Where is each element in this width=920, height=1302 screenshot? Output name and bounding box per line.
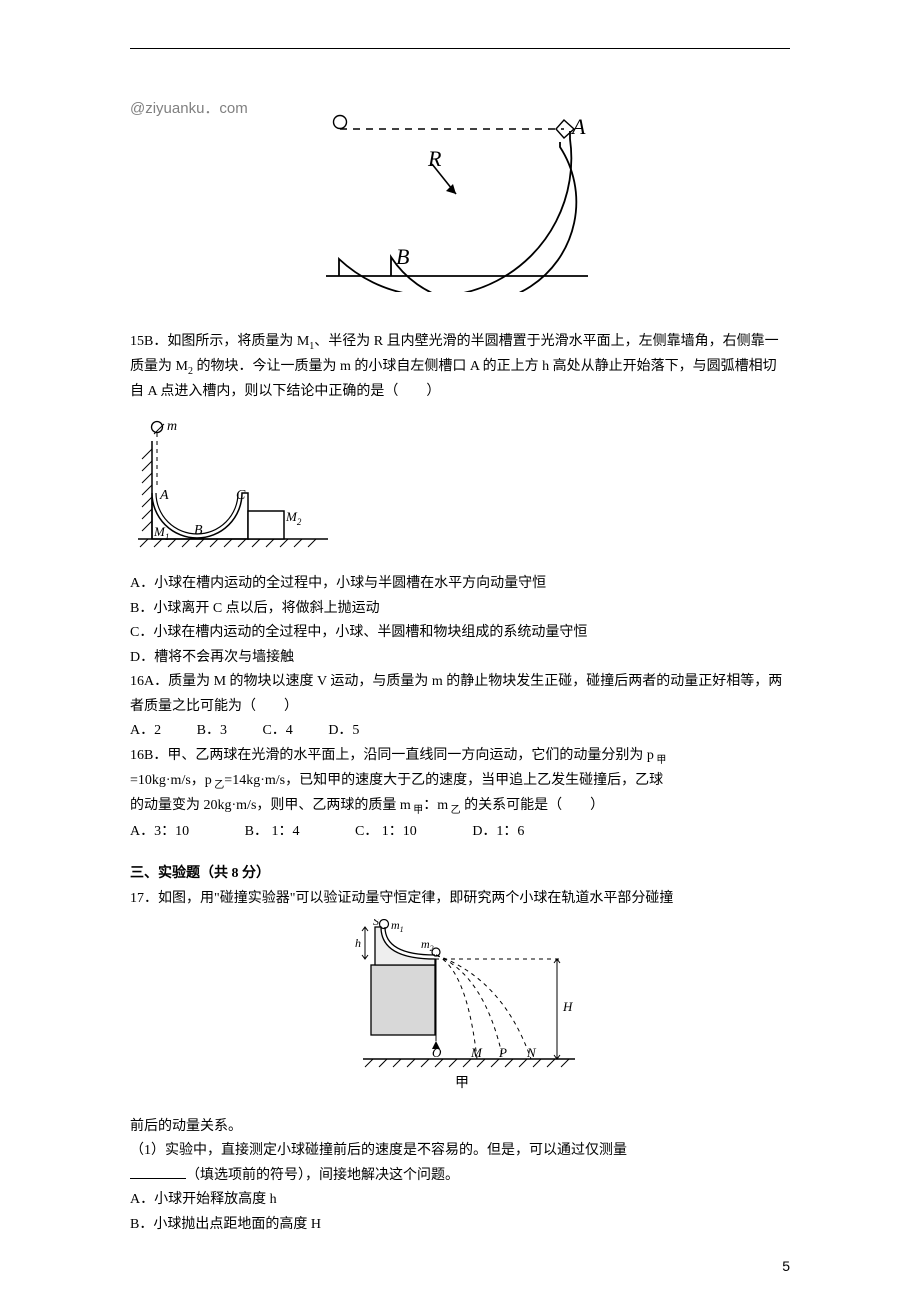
q16b-optD: D．1：6 [472,820,524,845]
fig1-label-B: B [396,244,409,269]
fig2-label-m: m [167,419,177,434]
q17-blank [130,1164,186,1179]
q16b-line2: =10kg·m/s，p 乙=14kg·m/s，已知甲的速度大于乙的速度，当甲追上… [130,769,790,794]
q16b-line3: 的动量变为 20kg·m/s，则甲、乙两球的质量 m 甲：m 乙 的关系可能是（… [130,794,790,819]
q16b-line1: 16B．甲、乙两球在光滑的水平面上，沿同一直线同一方向运动，它们的动量分别为 p… [130,744,790,769]
svg-text:m1: m1 [391,919,404,934]
figure-q15b-svg: m A B C M1 M2 [130,411,330,553]
q16b-line2a: =10kg·m/s，p [130,773,212,788]
q17-optA: A．小球开始释放高度 h [130,1188,790,1213]
fig3-label-H: H [562,999,573,1014]
fig3-sub-m1: 1 [400,925,404,934]
q16b-sub4: 乙 [448,805,461,816]
q16a-stem: 16A．质量为 M 的物块以速度 V 运动，与质量为 m 的静止物块发生正碰，碰… [130,670,790,719]
svg-text:m2: m2 [421,937,434,953]
q16b-line1a: 16B．甲、乙两球在光滑的水平面上，沿同一直线同一方向运动，它们的动量分别为 p [130,748,654,763]
fig3-label-S: S [373,919,379,928]
q15b-stem: 15B．如图所示，将质量为 M1、半径为 R 且内壁光滑的半圆槽置于光滑水平面上… [130,330,790,405]
q16b-optA: A．3：10 [130,820,189,845]
q16a-optC: C．4 [262,719,292,744]
q15b-stem-part1: 15B．如图所示，将质量为 M [130,334,309,349]
page-number: 5 [782,1254,790,1279]
q15b-optC: C．小球在槽内运动的全过程中，小球、半圆槽和物块组成的系统动量守恒 [130,621,790,646]
fig3-caption: 甲 [455,1076,469,1091]
fig3-label-m1: m [391,919,400,932]
q16a-optB: B．3 [197,719,227,744]
q16a-optD: D．5 [328,719,359,744]
page: @ziyuanku．com A R B 15B．如图所示，将质量为 M1、半径为… [0,0,920,1302]
q17-p1b: （填选项前的符号），间接地解决这个问题。 [186,1168,459,1183]
fig2-sub-M1: 1 [165,532,170,542]
q16b-line3b: ：m [423,798,448,813]
q16b-line2b: =14kg·m/s，已知甲的速度大于乙的速度，当甲追上乙发生碰撞后，乙球 [224,773,663,788]
fig3-sub-m2: 2 [430,944,434,953]
fig3-label-P: P [498,1045,507,1060]
fig3-label-O: O [432,1045,442,1060]
q17-stem: 17．如图，用"碰撞实验器"可以验证动量守恒定律，即研究两个小球在轨道水平部分碰… [130,887,790,912]
top-rule [130,48,790,49]
q16b-optC: C． 1：10 [355,820,417,845]
q16b-sub3: 甲 [411,805,424,816]
figure-q17: S m1 m2 h H [130,919,790,1107]
q16b-line3c: 的关系可能是（ ） [461,798,605,813]
figure-q17-svg: S m1 m2 h H [335,919,585,1097]
svg-text:M2: M2 [285,509,302,527]
q16b-sub2: 乙 [212,780,225,791]
fig3-label-h: h [355,936,361,950]
fig1-label-A: A [570,114,586,139]
figure-q15b: m A B C M1 M2 [130,411,790,563]
q16b-line3a: 的动量变为 20kg·m/s，则甲、乙两球的质量 m [130,798,411,813]
q15b-optB: B．小球离开 C 点以后，将做斜上抛运动 [130,597,790,622]
q17-after-fig: 前后的动量关系。 [130,1115,790,1140]
figure-q15a: A R B [130,114,790,302]
section3-title: 三、实验题（共 8 分） [130,862,790,887]
fig2-label-A: A [159,488,169,503]
q17-p1b-line: （填选项前的符号），间接地解决这个问题。 [130,1164,790,1189]
q15b-stem-part3: 的物块．今让一质量为 m 的小球自左侧槽口 A 的正上方 h 高处从静止开始落下… [130,359,777,399]
q16b-options: A．3：10 B． 1：4 C． 1：10 D．1：6 [130,820,790,845]
q17-p1a: （1）实验中，直接测定小球碰撞前后的速度是不容易的。但是，可以通过仅测量 [130,1139,790,1164]
q15b-optA: A．小球在槽内运动的全过程中，小球与半圆槽在水平方向动量守恒 [130,572,790,597]
q17-optB: B．小球抛出点距地面的高度 H [130,1213,790,1238]
q16b-sub1: 甲 [654,755,667,766]
q16a-options: A．2 B．3 C．4 D．5 [130,719,790,744]
fig2-label-B: B [194,523,203,538]
q15b-optD: D．槽将不会再次与墙接触 [130,646,790,671]
q16b-optB: B． 1：4 [245,820,300,845]
fig1-label-R: R [427,146,442,171]
fig2-sub-M2: 2 [297,517,302,527]
fig3-label-M: M [470,1045,483,1060]
figure-q15a-svg: A R B [326,114,594,292]
fig2-label-C: C [236,488,246,503]
q16a-optA: A．2 [130,719,161,744]
fig3-label-m2: m [421,937,430,951]
fig3-label-N: N [526,1045,537,1060]
